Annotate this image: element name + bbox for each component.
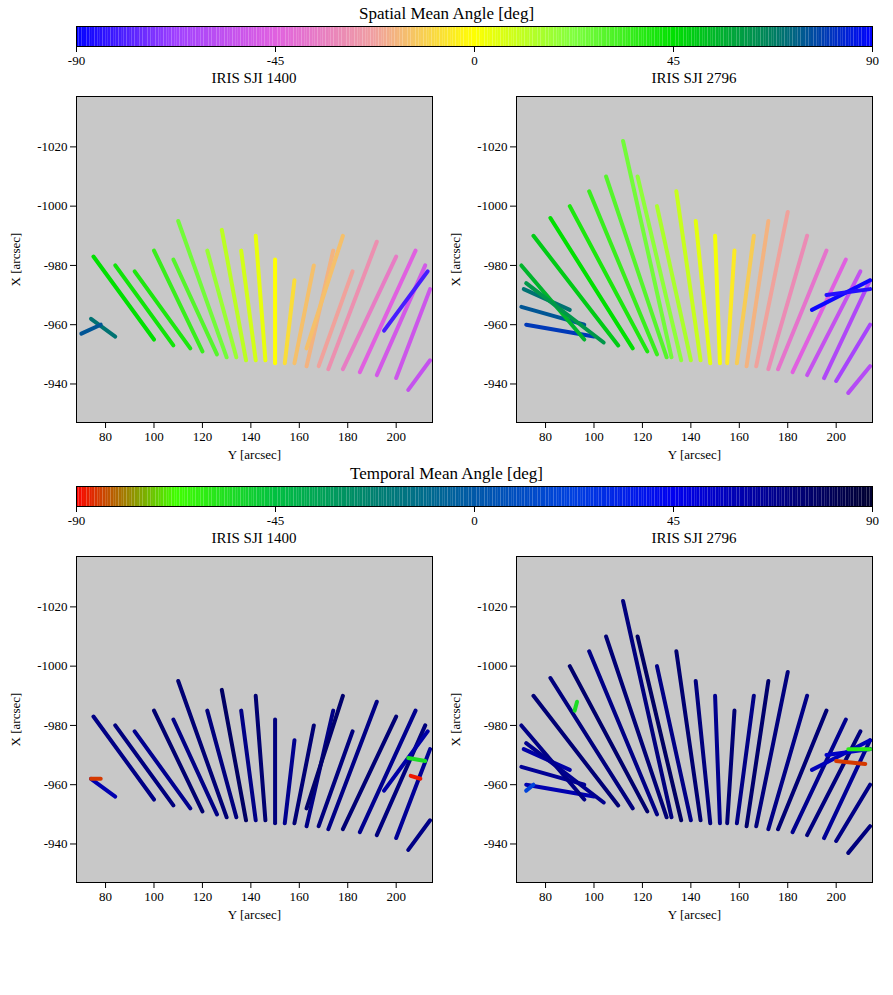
svg-text:45: 45 — [667, 53, 680, 68]
svg-text:160: 160 — [730, 889, 750, 904]
svg-text:-960: -960 — [484, 317, 508, 332]
svg-text:160: 160 — [290, 429, 310, 444]
svg-text:200: 200 — [386, 429, 406, 444]
svg-text:80: 80 — [99, 429, 112, 444]
svg-text:-1020: -1020 — [477, 139, 507, 154]
svg-text:X [arcsec]: X [arcsec] — [8, 233, 23, 287]
svg-text:-1000: -1000 — [477, 198, 507, 213]
svg-text:-960: -960 — [44, 317, 68, 332]
svg-text:140: 140 — [241, 889, 261, 904]
svg-text:-1000: -1000 — [37, 658, 67, 673]
svg-text:120: 120 — [633, 429, 653, 444]
svg-text:100: 100 — [584, 429, 604, 444]
svg-text:0: 0 — [471, 53, 478, 68]
svg-text:-980: -980 — [44, 718, 68, 733]
svg-text:180: 180 — [338, 429, 358, 444]
svg-text:180: 180 — [338, 889, 358, 904]
svg-text:100: 100 — [584, 889, 604, 904]
svg-text:-940: -940 — [44, 376, 68, 391]
svg-text:80: 80 — [539, 889, 552, 904]
svg-text:-1000: -1000 — [37, 198, 67, 213]
svg-text:200: 200 — [826, 889, 846, 904]
svg-text:-1020: -1020 — [37, 139, 67, 154]
svg-text:-1000: -1000 — [477, 658, 507, 673]
svg-text:Y [arcsec]: Y [arcsec] — [668, 907, 721, 922]
svg-text:100: 100 — [144, 889, 164, 904]
html-text:IRIS SJI 2796: IRIS SJI 2796 — [651, 70, 737, 86]
svg-text:160: 160 — [290, 889, 310, 904]
svg-text:100: 100 — [144, 429, 164, 444]
svg-text:120: 120 — [193, 889, 213, 904]
svg-text:45: 45 — [667, 513, 680, 528]
svg-text:Y [arcsec]: Y [arcsec] — [228, 447, 281, 462]
svg-text:-940: -940 — [44, 836, 68, 851]
svg-text:140: 140 — [681, 429, 701, 444]
svg-text:X [arcsec]: X [arcsec] — [448, 693, 463, 747]
svg-text:X [arcsec]: X [arcsec] — [8, 693, 23, 747]
svg-text:-980: -980 — [484, 718, 508, 733]
svg-text:-45: -45 — [267, 53, 284, 68]
svg-text:200: 200 — [826, 429, 846, 444]
svg-text:-980: -980 — [484, 258, 508, 273]
svg-text:-960: -960 — [484, 777, 508, 792]
html-text:Spatial Mean Angle [deg]: Spatial Mean Angle [deg] — [358, 4, 535, 23]
svg-text:-1020: -1020 — [477, 599, 507, 614]
html-text:IRIS SJI 1400: IRIS SJI 1400 — [211, 70, 297, 86]
svg-text:-960: -960 — [44, 777, 68, 792]
svg-text:200: 200 — [386, 889, 406, 904]
svg-text:-90: -90 — [68, 53, 85, 68]
svg-text:-940: -940 — [484, 376, 508, 391]
svg-text:90: 90 — [866, 513, 879, 528]
svg-text:Y [arcsec]: Y [arcsec] — [228, 907, 281, 922]
html-text:IRIS SJI 1400: IRIS SJI 1400 — [211, 530, 297, 546]
svg-text:90: 90 — [866, 53, 879, 68]
svg-text:160: 160 — [730, 429, 750, 444]
svg-text:-1020: -1020 — [37, 599, 67, 614]
svg-text:-940: -940 — [484, 836, 508, 851]
svg-text:80: 80 — [539, 429, 552, 444]
svg-text:-980: -980 — [44, 258, 68, 273]
html-text:IRIS SJI 2796: IRIS SJI 2796 — [651, 530, 737, 546]
svg-text:140: 140 — [681, 889, 701, 904]
svg-text:-90: -90 — [68, 513, 85, 528]
svg-text:Y [arcsec]: Y [arcsec] — [668, 447, 721, 462]
svg-text:0: 0 — [471, 513, 478, 528]
svg-text:80: 80 — [99, 889, 112, 904]
svg-text:180: 180 — [778, 889, 798, 904]
html-text:Temporal Mean Angle [deg]: Temporal Mean Angle [deg] — [350, 464, 543, 483]
svg-text:X [arcsec]: X [arcsec] — [448, 233, 463, 287]
svg-text:180: 180 — [778, 429, 798, 444]
svg-text:120: 120 — [633, 889, 653, 904]
svg-text:140: 140 — [241, 429, 261, 444]
svg-text:-45: -45 — [267, 513, 284, 528]
svg-text:120: 120 — [193, 429, 213, 444]
